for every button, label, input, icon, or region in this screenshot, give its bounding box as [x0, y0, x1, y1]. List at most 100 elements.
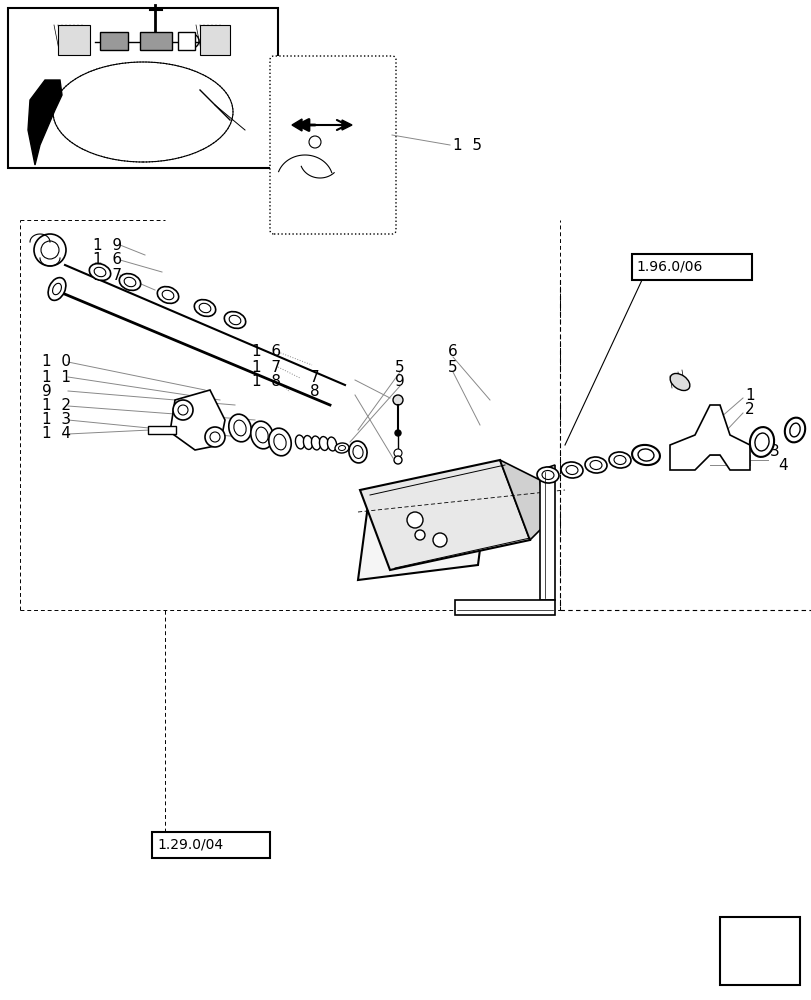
Text: 6: 6: [448, 344, 457, 360]
Ellipse shape: [338, 445, 345, 451]
Ellipse shape: [311, 436, 320, 450]
Polygon shape: [200, 25, 230, 55]
Text: 1  6: 1 6: [93, 252, 122, 267]
Ellipse shape: [48, 278, 66, 300]
Circle shape: [414, 530, 424, 540]
Circle shape: [178, 405, 188, 415]
Polygon shape: [28, 80, 62, 165]
Ellipse shape: [669, 373, 689, 391]
Ellipse shape: [749, 427, 773, 457]
Text: 1  2: 1 2: [42, 398, 71, 414]
Polygon shape: [139, 32, 172, 50]
Ellipse shape: [295, 435, 304, 449]
Ellipse shape: [613, 455, 625, 465]
Ellipse shape: [608, 452, 630, 468]
Text: 8: 8: [310, 384, 320, 399]
Text: 1.29.0/04: 1.29.0/04: [157, 838, 223, 852]
Text: 1  8: 1 8: [251, 374, 281, 389]
Ellipse shape: [162, 290, 174, 300]
Text: 1  6: 1 6: [251, 344, 281, 360]
Ellipse shape: [335, 443, 349, 453]
Circle shape: [432, 533, 446, 547]
Text: 9: 9: [394, 374, 404, 389]
Polygon shape: [58, 25, 90, 55]
Polygon shape: [359, 460, 530, 570]
Bar: [631, 254, 751, 280]
Ellipse shape: [229, 414, 251, 442]
Text: 3: 3: [769, 444, 779, 458]
Ellipse shape: [754, 433, 768, 451]
Ellipse shape: [94, 267, 105, 277]
Text: 1  7: 1 7: [93, 267, 122, 282]
Text: 1  3: 1 3: [42, 412, 71, 428]
Circle shape: [393, 449, 401, 457]
Ellipse shape: [268, 428, 291, 456]
Circle shape: [204, 427, 225, 447]
Ellipse shape: [789, 423, 799, 437]
Ellipse shape: [303, 436, 312, 449]
Ellipse shape: [590, 460, 601, 470]
Circle shape: [394, 430, 401, 436]
Polygon shape: [292, 119, 302, 131]
Ellipse shape: [327, 437, 337, 451]
Text: 1.96.0/06: 1.96.0/06: [635, 260, 702, 274]
Text: 1: 1: [744, 387, 753, 402]
Ellipse shape: [541, 470, 553, 480]
Text: 1  1: 1 1: [42, 369, 71, 384]
Polygon shape: [100, 32, 128, 50]
Polygon shape: [454, 600, 554, 615]
Bar: [148, 426, 176, 434]
Circle shape: [393, 456, 401, 464]
Bar: [152, 832, 270, 858]
FancyBboxPatch shape: [270, 56, 396, 234]
Polygon shape: [669, 405, 749, 470]
Polygon shape: [721, 951, 797, 983]
Ellipse shape: [53, 283, 62, 295]
Text: 1  4: 1 4: [42, 426, 71, 442]
Polygon shape: [341, 120, 351, 130]
Ellipse shape: [119, 274, 140, 290]
Circle shape: [393, 395, 402, 405]
Ellipse shape: [234, 420, 246, 436]
Ellipse shape: [631, 445, 659, 465]
Text: 5: 5: [394, 360, 404, 374]
Polygon shape: [721, 919, 797, 983]
Ellipse shape: [124, 277, 135, 287]
Polygon shape: [739, 925, 789, 955]
Ellipse shape: [565, 465, 577, 475]
Ellipse shape: [224, 312, 246, 328]
Ellipse shape: [784, 418, 805, 442]
Ellipse shape: [194, 300, 216, 316]
Text: 7: 7: [310, 369, 320, 384]
Polygon shape: [358, 470, 489, 580]
Circle shape: [41, 241, 59, 259]
Ellipse shape: [536, 467, 558, 483]
Bar: [8, 8, 277, 168]
Polygon shape: [500, 460, 544, 540]
Ellipse shape: [637, 449, 653, 461]
Ellipse shape: [560, 462, 582, 478]
Ellipse shape: [229, 315, 241, 325]
Ellipse shape: [199, 303, 211, 313]
Bar: [719, 917, 799, 985]
Ellipse shape: [319, 437, 328, 450]
Text: 1  5: 1 5: [453, 138, 482, 153]
Text: 1  7: 1 7: [251, 360, 281, 374]
Ellipse shape: [273, 434, 285, 450]
Ellipse shape: [353, 446, 363, 458]
Text: 1  9: 1 9: [93, 237, 122, 252]
Ellipse shape: [349, 441, 367, 463]
Polygon shape: [178, 32, 195, 50]
Ellipse shape: [584, 457, 607, 473]
Polygon shape: [169, 390, 225, 450]
Text: 1  0: 1 0: [42, 355, 71, 369]
Ellipse shape: [255, 427, 268, 443]
Text: 2: 2: [744, 402, 753, 418]
Text: 9: 9: [42, 383, 52, 398]
Circle shape: [210, 432, 220, 442]
Circle shape: [406, 512, 423, 528]
Ellipse shape: [89, 264, 110, 280]
Text: 5: 5: [448, 360, 457, 374]
Polygon shape: [539, 465, 554, 600]
Ellipse shape: [157, 287, 178, 303]
